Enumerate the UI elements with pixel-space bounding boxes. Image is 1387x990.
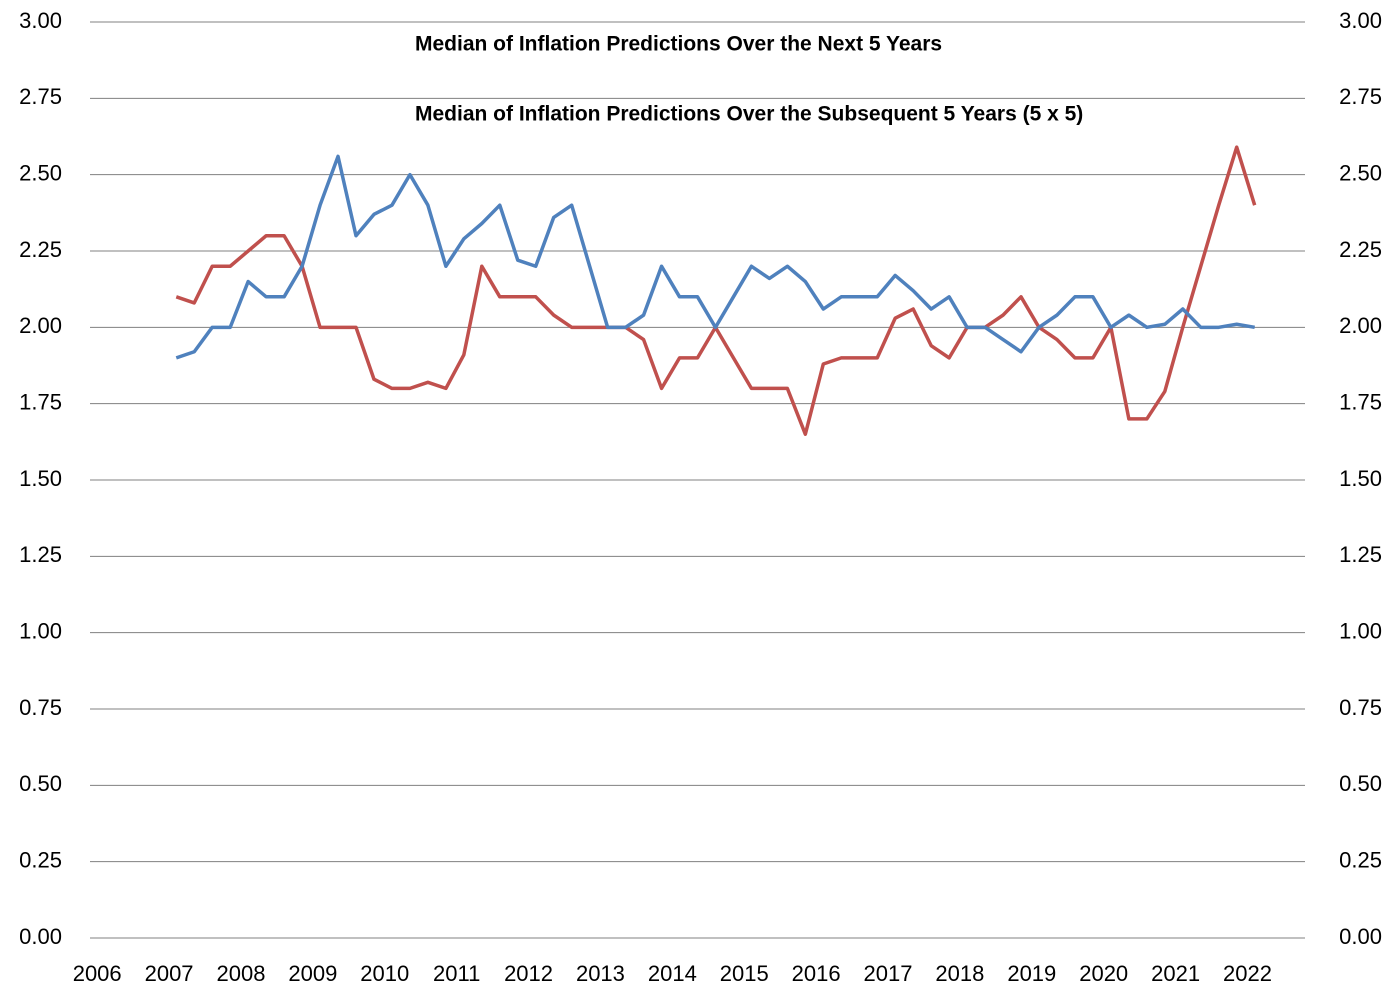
y-tick-label: 2.50: [19, 160, 62, 185]
series-line: [175, 154, 1255, 360]
x-tick-label: 2012: [504, 961, 553, 986]
y2-tick-label: 1.50: [1339, 466, 1382, 491]
x-tick-label: 2008: [216, 961, 265, 986]
x-tick-label: 2009: [288, 961, 337, 986]
x-tick-label: 2016: [792, 961, 841, 986]
y-tick-label: 0.25: [19, 847, 62, 872]
x-tick-label: 2015: [720, 961, 769, 986]
y2-tick-label: 2.50: [1339, 160, 1382, 185]
x-tick-label: 2010: [360, 961, 409, 986]
y-tick-label: 0.00: [19, 924, 62, 949]
x-tick-label: 2019: [1007, 961, 1056, 986]
y2-tick-label: 0.00: [1339, 924, 1382, 949]
y2-tick-label: 0.50: [1339, 771, 1382, 796]
y-tick-label: 3.00: [19, 8, 62, 33]
y2-tick-label: 2.75: [1339, 84, 1382, 109]
series-line: [175, 145, 1257, 436]
y2-tick-label: 0.75: [1339, 695, 1382, 720]
y-tick-label: 2.75: [19, 84, 62, 109]
annotation: Median of Inflation Predictions Over the…: [415, 33, 942, 56]
y-tick-label: 1.00: [19, 618, 62, 643]
y-tick-label: 1.50: [19, 466, 62, 491]
y-tick-label: 1.25: [19, 542, 62, 567]
annotation: Median of Inflation Predictions Over the…: [415, 103, 1083, 126]
y-tick-label: 0.75: [19, 695, 62, 720]
y2-tick-label: 2.00: [1339, 313, 1382, 338]
y-tick-label: 2.25: [19, 237, 62, 262]
x-tick-label: 2006: [73, 961, 122, 986]
y-tick-label: 0.50: [19, 771, 62, 796]
y2-tick-label: 1.00: [1339, 618, 1382, 643]
y-tick-label: 2.00: [19, 313, 62, 338]
x-tick-label: 2022: [1223, 961, 1272, 986]
y2-tick-label: 3.00: [1339, 8, 1382, 33]
x-tick-label: 2011: [433, 961, 480, 986]
y2-tick-label: 0.25: [1339, 847, 1382, 872]
x-tick-label: 2020: [1079, 961, 1128, 986]
y2-tick-label: 1.75: [1339, 389, 1382, 414]
x-tick-label: 2017: [864, 961, 913, 986]
x-tick-label: 2013: [576, 961, 625, 986]
x-tick-label: 2014: [648, 961, 697, 986]
y2-tick-label: 2.25: [1339, 237, 1382, 262]
y2-tick-label: 1.25: [1339, 542, 1382, 567]
x-tick-label: 2018: [935, 961, 984, 986]
y-tick-label: 1.75: [19, 389, 62, 414]
x-tick-label: 2021: [1151, 961, 1200, 986]
x-tick-label: 2007: [145, 961, 194, 986]
